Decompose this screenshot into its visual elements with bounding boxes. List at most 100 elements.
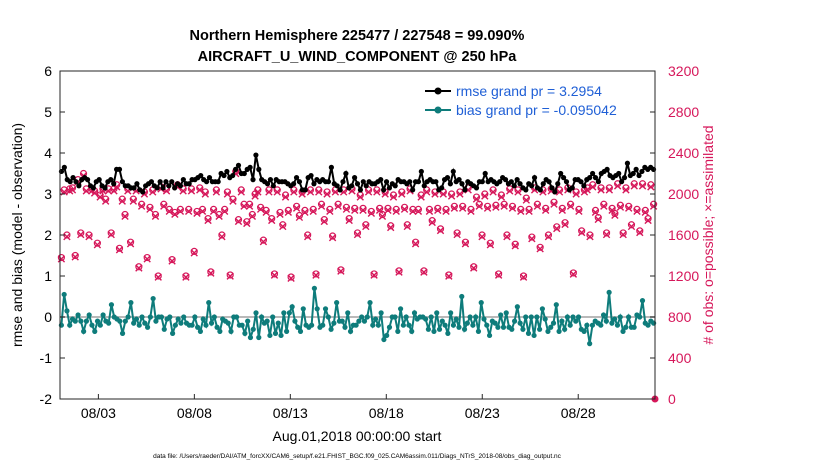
rmse-point <box>296 179 303 185</box>
rmse-point <box>76 183 82 189</box>
obs-assimilated-point <box>472 195 481 203</box>
obs-assimilated-point <box>107 230 115 239</box>
bias-point <box>228 328 234 334</box>
obs-assimilated-point <box>622 186 630 194</box>
rmse-point <box>450 168 456 175</box>
bias-point <box>142 320 148 326</box>
x-tick-label: 08/13 <box>273 405 308 421</box>
obs-possible-point <box>185 205 193 213</box>
bias-point <box>395 328 401 334</box>
obs-assimilated-point <box>414 207 423 215</box>
rmse-point <box>84 177 91 183</box>
obs-possible-point <box>436 225 445 233</box>
obs-possible-point <box>190 247 198 255</box>
rmse-point <box>337 187 343 193</box>
bias-point <box>250 326 256 332</box>
bias-point <box>295 324 301 330</box>
obs-possible-point <box>129 195 137 203</box>
bias-point <box>253 310 259 316</box>
rmse-point <box>636 172 642 179</box>
obs-assimilated-point <box>320 217 328 226</box>
bias-point <box>367 300 373 306</box>
obs-possible-point <box>384 204 392 212</box>
obs-possible-point <box>118 195 126 203</box>
rmse-point <box>621 175 628 181</box>
obs-possible-point <box>276 208 284 217</box>
obs-possible-point <box>492 201 500 209</box>
obs-possible-point <box>229 195 237 203</box>
obs-assimilated-point <box>467 207 475 215</box>
bias-point <box>314 306 320 312</box>
obs-assimilated-point <box>190 249 198 257</box>
rmse-point <box>581 183 587 189</box>
bias-point <box>211 314 217 320</box>
rmse-point <box>616 170 622 177</box>
left-tick-label: -2 <box>40 391 53 407</box>
obs-assimilated-point <box>594 215 602 224</box>
obs-assimilated-point <box>284 208 293 216</box>
obs-possible-point <box>342 203 351 211</box>
rmse-point <box>134 181 140 187</box>
obs-assimilated-point <box>184 207 193 215</box>
obs-assimilated-point <box>306 188 315 196</box>
rmse-point <box>589 170 596 177</box>
bias-point <box>498 312 504 318</box>
obs-possible-point <box>326 205 334 213</box>
obs-possible-point <box>126 238 135 246</box>
bias-series <box>58 285 657 347</box>
obs-possible-point <box>146 203 154 211</box>
obs-possible-point <box>486 239 494 247</box>
rmse-point <box>180 177 186 183</box>
obs-assimilated-point <box>223 190 232 198</box>
bias-point <box>281 310 287 316</box>
rmse-point <box>116 166 123 172</box>
obs-assimilated-point <box>475 202 483 210</box>
obs-possible-point <box>627 221 636 229</box>
bias-point <box>456 324 462 330</box>
rmse-point <box>343 170 349 177</box>
obs-assimilated-point <box>500 202 508 210</box>
bias-point <box>486 332 493 339</box>
rmse-point <box>381 187 387 193</box>
bias-point <box>589 322 596 328</box>
obs-possible-point <box>483 202 492 210</box>
obs-assimilated-point <box>256 205 265 213</box>
obs-possible-point <box>420 267 428 275</box>
obs-assimilated-point <box>248 212 257 221</box>
bias-point <box>117 318 123 324</box>
bias-point <box>464 320 470 326</box>
bias-point <box>548 324 554 330</box>
bias-point <box>461 326 468 332</box>
bias-point <box>322 306 329 312</box>
obs-assimilated-point <box>602 230 611 239</box>
rmse-point <box>108 177 114 183</box>
obs-assimilated-point <box>143 255 151 263</box>
obs-assimilated-point <box>337 267 345 275</box>
obs-assimilated-point <box>237 188 245 196</box>
obs-assimilated-point <box>453 230 461 239</box>
bias-point <box>397 306 404 312</box>
bias-point <box>217 328 223 334</box>
bias-point <box>195 324 201 330</box>
obs-assimilated-point <box>245 202 254 210</box>
obs-assimilated-point <box>436 226 445 235</box>
bias-point <box>292 318 298 324</box>
obs-possible-point <box>392 205 400 213</box>
obs-possible-point <box>412 238 420 246</box>
obs-possible-point <box>470 263 478 271</box>
obs-assimilated-point <box>171 210 179 219</box>
bias-point <box>106 320 112 326</box>
left-tick-label: 3 <box>44 186 52 202</box>
rmse-point <box>253 152 259 158</box>
rmse-point <box>529 183 535 189</box>
obs-assimilated-point <box>201 190 209 198</box>
rmse-point <box>444 175 451 181</box>
rmse-point <box>160 185 166 191</box>
obs-assimilated-point <box>77 230 85 239</box>
rmse-point <box>462 187 468 193</box>
bias-point <box>94 318 101 324</box>
bias-point <box>339 318 345 324</box>
obs-assimilated-point <box>422 188 431 196</box>
rmse-point <box>546 179 552 185</box>
